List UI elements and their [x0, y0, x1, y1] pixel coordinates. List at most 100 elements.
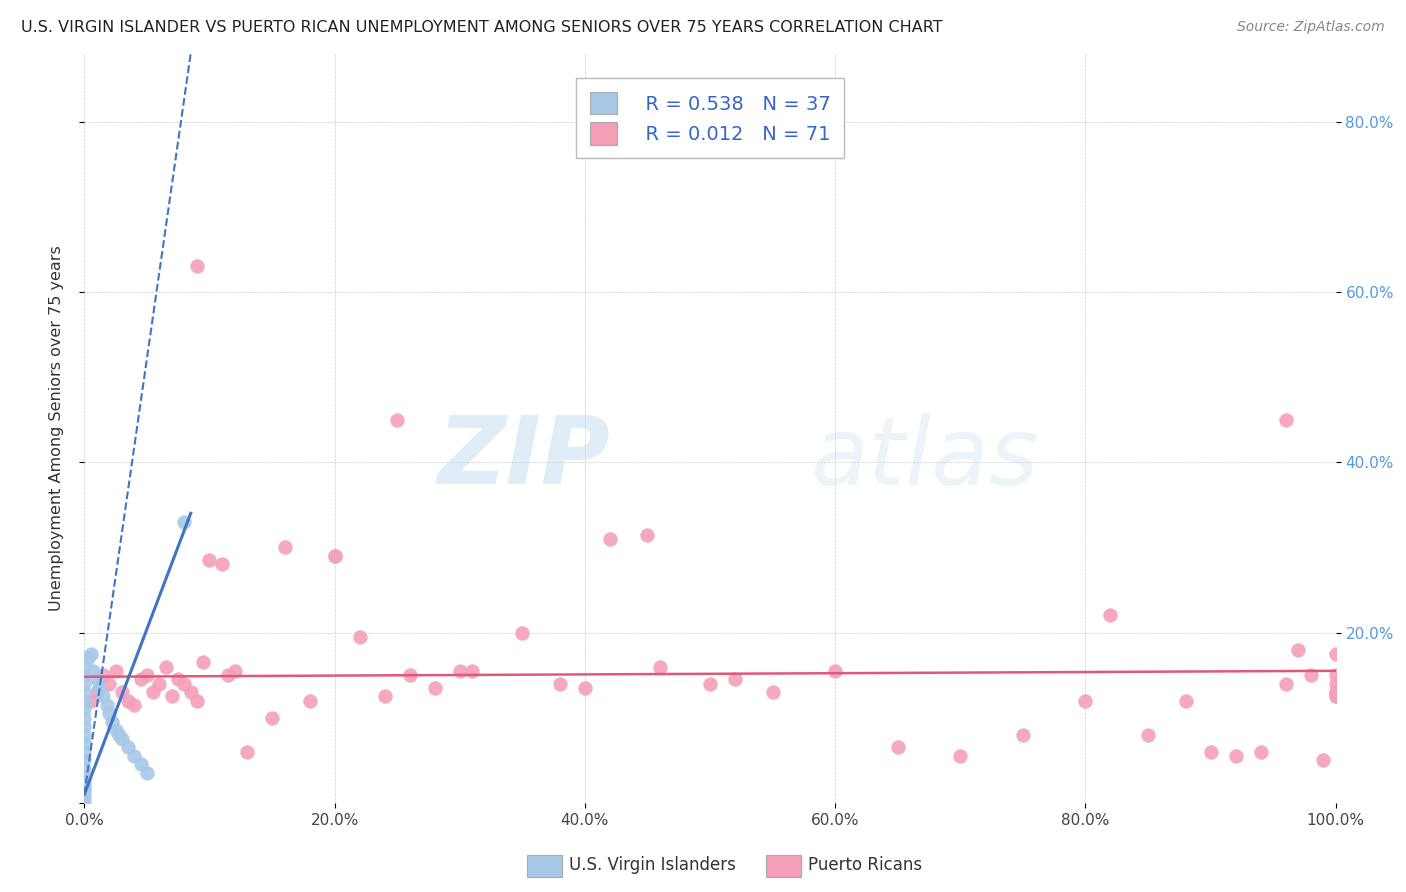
Text: Puerto Ricans: Puerto Ricans: [808, 856, 922, 874]
Point: [262, 711, 284, 725]
Point: [648, 659, 671, 673]
Point: [98, 676, 121, 690]
Point: [73, 728, 96, 742]
Point: [349, 630, 371, 644]
Point: [91, 668, 114, 682]
Point: [73, 791, 96, 805]
Point: [211, 558, 233, 572]
Point: [73, 770, 96, 784]
Point: [1274, 676, 1296, 690]
Point: [86, 673, 108, 687]
Point: [1225, 749, 1247, 764]
Legend:   R = 0.538   N = 37,   R = 0.012   N = 71: R = 0.538 N = 37, R = 0.012 N = 71: [576, 78, 844, 158]
Point: [79, 647, 101, 661]
Point: [1324, 647, 1347, 661]
Point: [1324, 690, 1347, 704]
Point: [73, 787, 96, 801]
Point: [1324, 685, 1347, 699]
Point: [73, 685, 96, 699]
Point: [217, 668, 239, 682]
Point: [173, 515, 195, 529]
Point: [73, 693, 96, 707]
Point: [1324, 685, 1347, 699]
Point: [1174, 693, 1197, 707]
Point: [298, 693, 321, 707]
Point: [1286, 642, 1309, 657]
Point: [1099, 608, 1122, 623]
Point: [73, 676, 96, 690]
Point: [273, 541, 295, 555]
Point: [1136, 728, 1159, 742]
Point: [574, 681, 596, 695]
Point: [1312, 753, 1334, 767]
Point: [73, 762, 96, 776]
Point: [449, 664, 471, 678]
Point: [73, 774, 96, 789]
Point: [124, 749, 146, 764]
Point: [1324, 676, 1347, 690]
Point: [1324, 690, 1347, 704]
Point: [385, 412, 409, 426]
Point: [96, 698, 118, 712]
Point: [724, 673, 747, 687]
Point: [86, 685, 108, 699]
Text: U.S. VIRGIN ISLANDER VS PUERTO RICAN UNEMPLOYMENT AMONG SENIORS OVER 75 YEARS CO: U.S. VIRGIN ISLANDER VS PUERTO RICAN UNE…: [21, 20, 942, 35]
Point: [73, 783, 96, 797]
Point: [82, 664, 104, 678]
Point: [512, 625, 534, 640]
Point: [374, 690, 396, 704]
Point: [101, 714, 124, 729]
Point: [111, 685, 134, 699]
Point: [949, 749, 972, 764]
Point: [104, 723, 127, 738]
Point: [167, 673, 190, 687]
Point: [1299, 668, 1322, 682]
Point: [77, 651, 100, 665]
Point: [198, 553, 221, 567]
Text: ZIP: ZIP: [437, 412, 610, 504]
Point: [548, 676, 571, 690]
Point: [186, 693, 208, 707]
Point: [193, 655, 215, 669]
Text: Source: ZipAtlas.com: Source: ZipAtlas.com: [1237, 20, 1385, 34]
Text: U.S. Virgin Islanders: U.S. Virgin Islanders: [569, 856, 737, 874]
Point: [824, 664, 846, 678]
Point: [108, 728, 131, 742]
Point: [323, 549, 346, 563]
Point: [79, 693, 101, 707]
Point: [180, 685, 202, 699]
Point: [224, 664, 246, 678]
Point: [73, 796, 96, 810]
Point: [73, 711, 96, 725]
Point: [142, 685, 165, 699]
Point: [91, 690, 114, 704]
Point: [117, 693, 139, 707]
Point: [1274, 412, 1296, 426]
Point: [111, 731, 134, 746]
Point: [173, 676, 195, 690]
Point: [73, 736, 96, 750]
Point: [699, 676, 721, 690]
Point: [1250, 745, 1272, 759]
Point: [117, 740, 139, 755]
Y-axis label: Unemployment Among Seniors over 75 years: Unemployment Among Seniors over 75 years: [49, 245, 63, 611]
Point: [73, 668, 96, 682]
Point: [1074, 693, 1097, 707]
Text: atlas: atlas: [810, 413, 1039, 504]
Point: [136, 668, 159, 682]
Point: [73, 745, 96, 759]
Point: [398, 668, 420, 682]
Point: [1324, 668, 1347, 682]
Point: [423, 681, 446, 695]
Point: [73, 659, 96, 673]
Point: [73, 753, 96, 767]
Point: [73, 719, 96, 733]
Point: [461, 664, 484, 678]
Point: [136, 766, 159, 780]
Point: [160, 690, 183, 704]
Point: [323, 549, 346, 563]
Point: [73, 702, 96, 716]
Point: [186, 260, 208, 274]
Point: [129, 757, 152, 772]
Point: [129, 673, 152, 687]
